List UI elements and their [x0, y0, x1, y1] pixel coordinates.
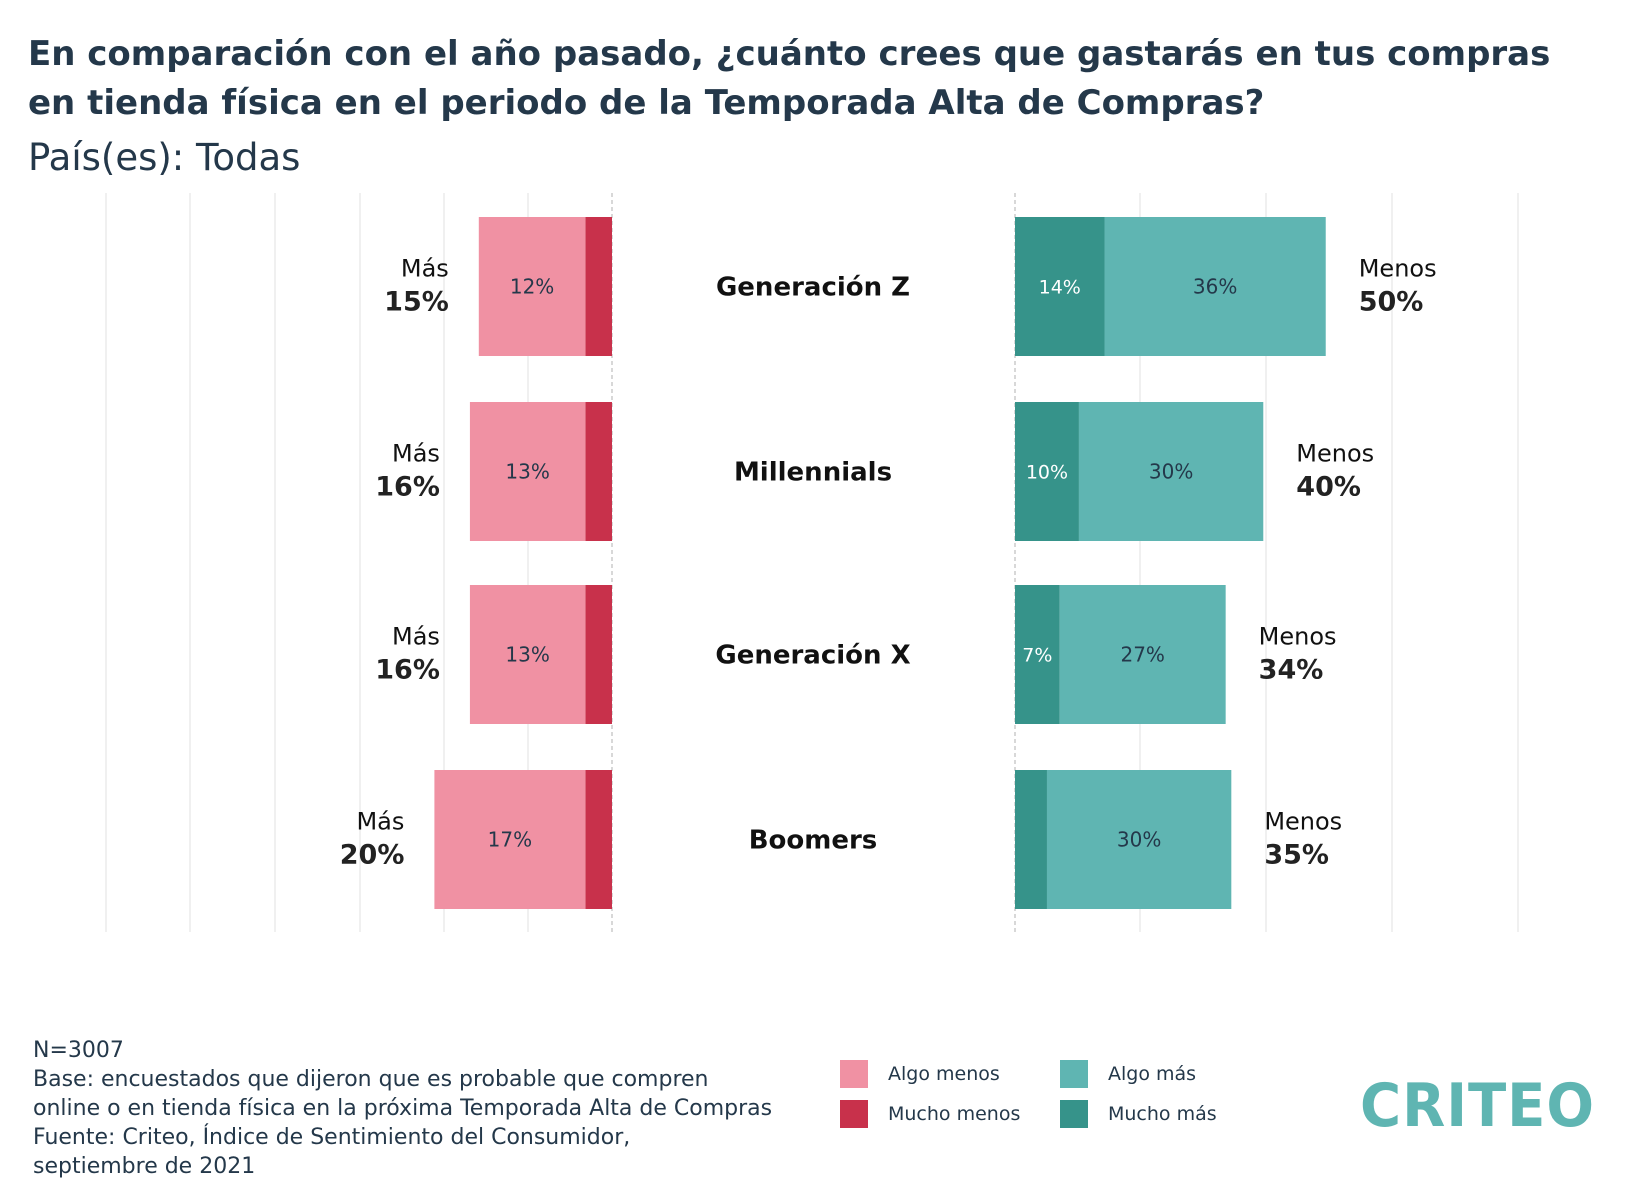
bar-mucho-menos-generacion-z: [585, 217, 612, 356]
total-label-menos-generacion-x: Menos: [1259, 623, 1337, 651]
bar-algo-mas-generacion-x: [1059, 585, 1226, 724]
legend-swatch-algo-mas: [1060, 1060, 1088, 1088]
label-mucho-mas-generacion-x: 7%: [1022, 645, 1052, 667]
total-value-menos-generacion-x: 34%: [1259, 655, 1324, 686]
bar-mucho-menos-boomers: [585, 770, 612, 909]
footer-line-sample: N=3007: [33, 1038, 124, 1063]
category-label-generacion-z: Generación Z: [716, 273, 910, 303]
label-algo-mas-generacion-x: 27%: [1120, 643, 1164, 667]
legend-label-mucho-mas: Mucho más: [1108, 1103, 1217, 1125]
bar-mucho-mas-boomers: [1015, 770, 1047, 909]
category-label-millennials: Millennials: [734, 458, 892, 488]
bar-algo-mas-boomers: [1046, 770, 1232, 909]
bar-algo-menos-generacion-x: [469, 585, 586, 724]
footer-line-base-1: Base: encuestados que dijeron que es pro…: [33, 1067, 709, 1092]
total-value-mas-generacion-z: 15%: [384, 287, 449, 318]
total-value-mas-generacion-x: 16%: [375, 655, 440, 686]
bar-algo-menos-millennials: [469, 402, 586, 541]
label-algo-mas-millennials: 30%: [1149, 460, 1193, 484]
footer-line-source-2: septiembre de 2021: [33, 1154, 256, 1179]
total-value-mas-boomers: 20%: [340, 840, 405, 871]
bar-algo-mas-millennials: [1078, 402, 1264, 541]
total-label-menos-boomers: Menos: [1264, 808, 1342, 836]
chart-subtitle: País(es): Todas: [28, 136, 301, 179]
bar-mucho-menos-generacion-x: [585, 585, 612, 724]
total-label-mas-generacion-z: Más: [401, 255, 449, 283]
chart-title: En comparación con el año pasado, ¿cuánt…: [28, 34, 1551, 123]
legend-swatch-algo-menos: [840, 1060, 868, 1088]
label-algo-mas-boomers: 30%: [1117, 828, 1161, 852]
legend-label-mucho-menos: Mucho menos: [888, 1103, 1021, 1125]
legend-label-algo-menos: Algo menos: [888, 1063, 1000, 1085]
label-algo-menos-millennials: 13%: [505, 460, 549, 484]
footer-line-base-2: online o en tienda física en la próxima …: [33, 1096, 773, 1121]
legend-label-algo-mas: Algo más: [1108, 1063, 1197, 1085]
total-label-mas-boomers: Más: [356, 808, 404, 836]
total-label-mas-generacion-x: Más: [392, 623, 440, 651]
label-algo-mas-generacion-z: 36%: [1193, 275, 1237, 299]
bar-mucho-mas-generacion-z: [1015, 217, 1105, 356]
bar-mucho-menos-millennials: [585, 402, 612, 541]
bar-mucho-mas-generacion-x: [1015, 585, 1060, 724]
bar-algo-menos-boomers: [434, 770, 586, 909]
criteo-logo-wordmark: CRITEO: [1360, 1071, 1595, 1138]
legend-item-algo-mas: Algo más: [1060, 1060, 1196, 1088]
bar-algo-mas-generacion-z: [1104, 217, 1326, 356]
legend-item-algo-menos: Algo menos: [840, 1060, 1000, 1088]
legend-swatch-mucho-menos: [840, 1100, 868, 1128]
label-mucho-mas-millennials: 10%: [1026, 462, 1068, 484]
legend-item-mucho-mas: Mucho más: [1060, 1100, 1217, 1128]
label-algo-menos-boomers: 17%: [488, 828, 532, 852]
footer-line-source-1: Fuente: Criteo, Índice de Sentimiento de…: [33, 1125, 631, 1150]
total-value-mas-millennials: 16%: [375, 472, 440, 503]
total-value-menos-boomers: 35%: [1264, 840, 1329, 871]
label-algo-menos-generacion-x: 13%: [505, 643, 549, 667]
criteo-logo: CRITEO: [1360, 1071, 1595, 1138]
total-value-menos-millennials: 40%: [1296, 472, 1361, 503]
label-algo-menos-generacion-z: 12%: [510, 275, 554, 299]
bar-mucho-mas-millennials: [1015, 402, 1079, 541]
footer-notes: N=3007 Base: encuestados que dijeron que…: [33, 1036, 853, 1181]
legend-item-mucho-menos: Mucho menos: [840, 1100, 1020, 1128]
category-label-boomers: Boomers: [749, 826, 878, 856]
total-label-menos-millennials: Menos: [1296, 440, 1374, 468]
total-label-menos-generacion-z: Menos: [1359, 255, 1437, 283]
label-mucho-mas-generacion-z: 14%: [1039, 277, 1081, 299]
category-label-generacion-x: Generación X: [715, 641, 910, 671]
total-value-menos-generacion-z: 50%: [1359, 287, 1424, 318]
bar-algo-menos-generacion-z: [478, 217, 586, 356]
legend-swatch-mucho-mas: [1060, 1100, 1088, 1128]
diverging-bar-chart: 12% Más 15% Generación Z 14% 36% Menos 50% 13% Má…: [105, 193, 1519, 932]
total-label-mas-millennials: Más: [392, 440, 440, 468]
